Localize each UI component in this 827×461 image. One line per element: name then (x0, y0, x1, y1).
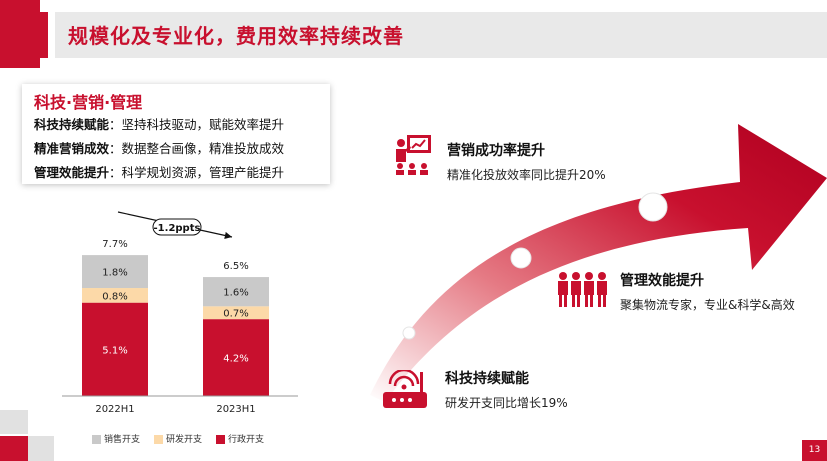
team-icon (558, 272, 607, 307)
header: 规模化及专业化，费用效率持续改善 (0, 0, 827, 68)
header-accent-block (0, 0, 40, 68)
bar-value-label: 1.6% (223, 288, 248, 299)
feature-title-tech: 科技持续赋能 (445, 371, 529, 387)
bar-segment (82, 288, 148, 303)
corner-decoration (0, 410, 28, 434)
header-accent-stripe (40, 12, 48, 58)
router-icon (383, 370, 427, 408)
bar-segment (82, 255, 148, 289)
summary-line-label: 科技持续赋能 (34, 117, 110, 132)
milestone-dot (402, 326, 416, 340)
legend-label: 研发开支 (166, 435, 203, 445)
feature-desc-management: 聚集物流专家，专业&科学&高效 (620, 298, 795, 312)
page-number: 13 (802, 440, 827, 461)
bar-value-label: 1.8% (102, 268, 127, 279)
legend-item-rd: 研发开支 (154, 432, 202, 445)
summary-line-text: ：坚持科技驱动，赋能效率提升 (109, 117, 285, 132)
bar-segment (203, 319, 269, 396)
milestone-dot (638, 192, 668, 222)
summary-box-title: 科技·营销·管理 (34, 93, 143, 112)
growth-arrow-graphic (370, 124, 827, 402)
corner-decoration (28, 436, 54, 461)
summary-line-text: ：数据整合画像，精准投放成效 (109, 141, 285, 156)
curved-arrow (370, 124, 827, 402)
legend-label: 销售开支 (104, 435, 141, 445)
legend-item-sales: 销售开支 (92, 432, 140, 445)
summary-line-management: 管理效能提升：科学规划资源，管理产能提升 (34, 162, 284, 181)
milestone-dot (510, 247, 532, 269)
summary-line-tech: 科技持续赋能：坚持科技驱动，赋能效率提升 (34, 114, 284, 133)
bar-segment (203, 306, 269, 320)
x-tick-label: 2023H1 (216, 404, 255, 415)
bar-total-label: 7.7% (102, 239, 127, 250)
legend-swatch (216, 435, 226, 444)
presentation-icon (396, 135, 431, 175)
feature-desc-tech: 研发开支同比增长19% (445, 396, 568, 410)
summary-line-label: 精准营销成效 (34, 141, 110, 156)
corner-decoration (0, 436, 28, 461)
summary-box: 科技·营销·管理 科技持续赋能：坚持科技驱动，赋能效率提升 精准营销成效：数据整… (22, 84, 330, 184)
bar-segment (82, 302, 148, 396)
header-bar (55, 12, 827, 58)
legend-item-admin: 行政开支 (216, 432, 264, 445)
chart-legend: 销售开支 研发开支 行政开支 (92, 432, 264, 445)
summary-line-label: 管理效能提升 (34, 165, 110, 180)
expense-ratio-chart: 5.1% 0.8% 1.8% 7.7% 2022H1 4.2% 0.7% 1.6% 6.5% 20… (62, 211, 298, 415)
bar-segment (203, 277, 269, 307)
bar-value-label: 0.7% (223, 309, 248, 320)
legend-swatch (92, 435, 101, 444)
legend-label: 行政开支 (228, 435, 265, 445)
bar-total-label: 6.5% (223, 261, 248, 272)
bar-value-label: 0.8% (102, 291, 127, 302)
page-title: 规模化及专业化，费用效率持续改善 (68, 24, 404, 48)
legend-swatch (154, 435, 164, 444)
feature-title-management: 管理效能提升 (620, 273, 704, 289)
bar-value-label: 5.1% (102, 345, 127, 356)
feature-desc-marketing: 精准化投放效率同比提升20% (447, 168, 606, 182)
summary-line-marketing: 精准营销成效：数据整合画像，精准投放成效 (34, 138, 284, 157)
bar-value-label: 4.2% (223, 354, 248, 365)
annotation-pill (152, 218, 202, 236)
annotation-label: -1.2ppts (154, 223, 201, 234)
x-tick-label: 2022H1 (95, 404, 134, 415)
feature-title-marketing: 营销成功率提升 (447, 143, 545, 159)
summary-line-text: ：科学规划资源，管理产能提升 (109, 165, 285, 180)
